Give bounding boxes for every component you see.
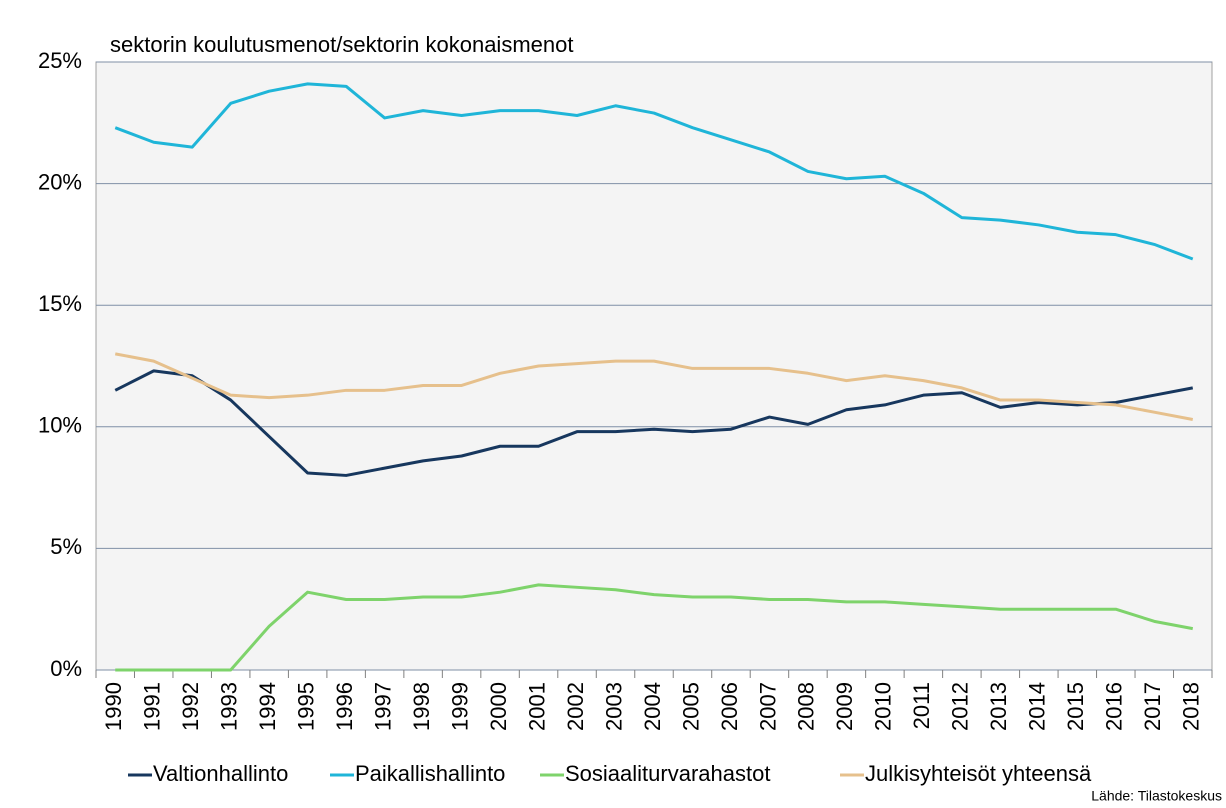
x-tick-label: 1992 [178, 682, 203, 731]
legend-label: Paikallishallinto [355, 761, 505, 786]
y-tick-label: 20% [38, 169, 82, 194]
x-tick-label: 2009 [832, 682, 857, 731]
x-tick-label: 2006 [717, 682, 742, 731]
chart-title: sektorin koulutusmenot/sektorin kokonais… [110, 32, 573, 57]
x-tick-label: 2003 [601, 682, 626, 731]
x-tick-label: 2007 [755, 682, 780, 731]
x-tick-label: 2013 [986, 682, 1011, 731]
x-tick-label: 2005 [678, 682, 703, 731]
x-tick-label: 2011 [909, 682, 934, 729]
x-tick-label: 2016 [1102, 682, 1127, 731]
legend-label: Valtionhallinto [153, 761, 288, 786]
y-tick-label: 5% [50, 534, 82, 559]
series-line [115, 583, 1194, 672]
plot-area [95, 61, 1213, 671]
x-tick-label: 1994 [255, 682, 280, 731]
x-tick-label: 2015 [1063, 682, 1088, 731]
x-tick-label: 2000 [486, 682, 511, 731]
x-tick-label: 1995 [293, 682, 318, 731]
x-tick-label: 1999 [447, 682, 472, 731]
y-tick-label: 15% [38, 291, 82, 316]
y-tick-label: 25% [38, 48, 82, 73]
y-tick-label: 10% [38, 413, 82, 438]
x-tick-label: 1990 [101, 682, 126, 731]
x-tick-label: 2010 [871, 682, 896, 731]
x-tick-label: 1996 [332, 682, 357, 731]
x-tick-label: 2004 [640, 682, 665, 731]
source: Lähde: Tilastokeskus [1091, 788, 1222, 804]
x-tick-label: 2017 [1140, 682, 1165, 731]
x-tick-label: 2002 [563, 682, 588, 731]
series-line [114, 352, 1194, 421]
x-tick-label: 1997 [370, 682, 395, 731]
y-tick-label: 0% [50, 656, 82, 681]
x-tick-label: 1998 [409, 682, 434, 731]
x-tick-label: 2008 [794, 682, 819, 731]
x-tick-label: 2001 [524, 682, 549, 731]
series-line [114, 369, 1194, 477]
x-tick-label: 1991 [140, 682, 165, 731]
legend-label: Sosiaaliturvarahastot [565, 761, 770, 786]
x-tick-label: 2012 [948, 682, 973, 731]
x-tick-label: 1993 [217, 682, 242, 731]
x-tick-label: 2018 [1179, 682, 1204, 731]
series-line [114, 82, 1194, 261]
legend-label: Julkisyhteisöt yhteensä [865, 761, 1092, 786]
x-tick-label: 2014 [1025, 682, 1050, 731]
